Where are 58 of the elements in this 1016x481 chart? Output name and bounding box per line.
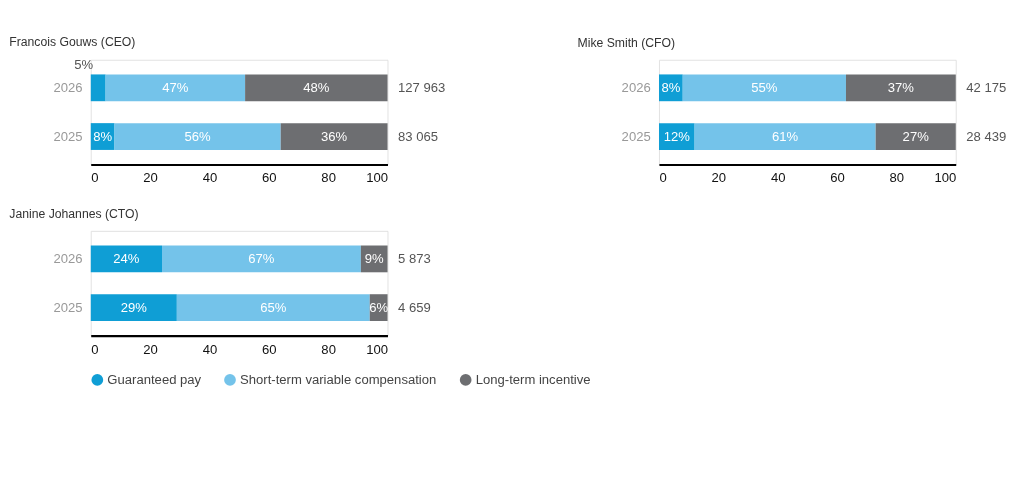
data-label: 6% xyxy=(369,299,389,315)
data-label: 8% xyxy=(661,80,681,96)
text: 127 963 xyxy=(398,80,446,96)
data-label: 29% xyxy=(120,299,148,315)
chart-title: Mike Smith (CFO) xyxy=(577,35,676,50)
x-tick-label: 40 xyxy=(202,170,218,186)
legend-label: Long-term incentive xyxy=(475,372,591,388)
data-label: 37% xyxy=(887,80,915,96)
bar xyxy=(845,74,956,102)
data-label: 24% xyxy=(113,251,140,267)
x-tick-label: 100 xyxy=(934,170,957,186)
y-tick-label: 2026 xyxy=(621,80,651,96)
text: 5 873 xyxy=(398,251,431,267)
x-tick-label: 20 xyxy=(711,170,727,186)
x-tick-label: 20 xyxy=(143,341,158,357)
x-tick-label: 0 xyxy=(659,170,667,186)
data-label: 55% xyxy=(751,80,778,96)
x-tick-label: 100 xyxy=(366,341,388,357)
bar xyxy=(682,74,846,102)
text: 42 175 xyxy=(966,80,1007,96)
data-label: 48% xyxy=(303,80,330,96)
legend-label: Guaranteed pay xyxy=(107,372,202,388)
data-label: 8% xyxy=(93,128,113,144)
x-tick-label: 0 xyxy=(91,170,99,186)
bar xyxy=(694,123,876,150)
data-label: 67% xyxy=(248,251,275,267)
data-label: 9% xyxy=(364,251,385,267)
x-tick-label: 80 xyxy=(321,341,336,357)
chart-title: Janine Johannes (CTO) xyxy=(9,206,139,221)
data-label: 27% xyxy=(902,128,930,144)
x-tick-label: 60 xyxy=(830,170,845,186)
x-tick-label: 20 xyxy=(143,170,158,186)
x-tick-label: 100 xyxy=(366,170,388,186)
x-tick-label: 80 xyxy=(321,170,336,186)
y-tick-label: 2026 xyxy=(53,251,83,267)
text: 83 065 xyxy=(398,128,439,144)
legend-label: Short-term variable compensation xyxy=(240,372,437,388)
data-label: 5% xyxy=(74,57,94,73)
text: 4 659 xyxy=(398,299,431,315)
x-tick-label: 40 xyxy=(202,341,218,357)
bar xyxy=(875,123,956,150)
data-label: 12% xyxy=(663,128,691,144)
y-tick-label: 2025 xyxy=(53,128,83,144)
data-label: 47% xyxy=(162,80,189,96)
data-label: 56% xyxy=(184,128,212,144)
y-tick-label: 2025 xyxy=(621,128,651,144)
x-tick-label: 80 xyxy=(889,170,905,186)
text: 28 439 xyxy=(966,128,1007,144)
data-label: 36% xyxy=(321,128,348,144)
y-tick-label: 2026 xyxy=(53,80,83,96)
y-tick-label: 2025 xyxy=(53,299,83,315)
x-tick-label: 0 xyxy=(91,341,99,357)
x-tick-label: 40 xyxy=(770,170,786,186)
x-tick-label: 60 xyxy=(262,170,277,186)
data-label: 65% xyxy=(260,299,287,315)
x-tick-label: 60 xyxy=(262,341,277,357)
chart-title: Francois Gouws (CEO) xyxy=(9,34,136,49)
data-label: 61% xyxy=(772,128,799,144)
